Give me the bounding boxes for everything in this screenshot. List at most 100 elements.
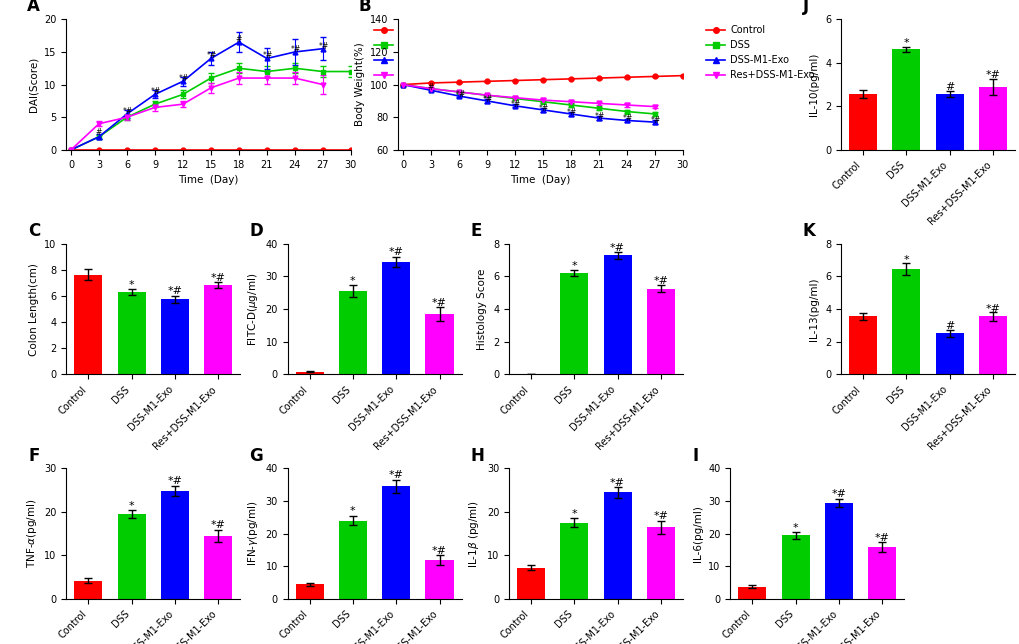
Text: *: *: [903, 254, 908, 265]
Text: *#: *#: [319, 42, 329, 51]
Y-axis label: IL-6(pg/ml): IL-6(pg/ml): [692, 505, 702, 562]
Bar: [382, 262, 410, 374]
Text: *#: *#: [179, 74, 190, 83]
Bar: [425, 560, 453, 599]
Text: *#: *#: [167, 477, 182, 486]
Text: *#: *#: [609, 478, 625, 488]
Text: *#: *#: [567, 108, 577, 117]
Bar: [824, 503, 852, 599]
Text: *#: *#: [653, 511, 667, 521]
Bar: [161, 491, 189, 599]
Text: *#: *#: [984, 70, 1000, 80]
Bar: [646, 289, 675, 374]
Text: *#: *#: [650, 116, 660, 125]
Text: *#: *#: [874, 533, 889, 542]
Bar: [204, 285, 232, 374]
Text: *#: *#: [653, 276, 667, 286]
Text: #: #: [944, 82, 954, 91]
Text: #: #: [235, 35, 242, 44]
Y-axis label: Colon Length(cm): Colon Length(cm): [29, 263, 39, 355]
Text: *#: *#: [432, 545, 446, 556]
Text: *#: *#: [830, 489, 846, 500]
Bar: [382, 486, 410, 599]
Text: *#: *#: [454, 90, 465, 99]
Bar: [296, 584, 323, 599]
Y-axis label: IL-13(pg/ml): IL-13(pg/ml): [809, 278, 818, 341]
Bar: [781, 535, 809, 599]
Bar: [559, 523, 588, 599]
Text: *#: *#: [388, 247, 404, 257]
Y-axis label: IL-10(pg/ml): IL-10(pg/ml): [809, 53, 818, 117]
Y-axis label: Histology Score: Histology Score: [477, 269, 487, 350]
Text: *#: *#: [263, 52, 273, 61]
Text: #: #: [427, 83, 433, 92]
Text: *: *: [350, 276, 356, 286]
Text: *#: *#: [511, 100, 521, 109]
Bar: [934, 334, 963, 374]
Bar: [517, 567, 544, 599]
X-axis label: Time  (Day): Time (Day): [178, 175, 238, 185]
Text: *: *: [571, 261, 577, 270]
Text: *#: *#: [609, 243, 625, 252]
Text: *#: *#: [623, 114, 633, 123]
Bar: [74, 274, 102, 374]
Text: *#: *#: [290, 45, 302, 54]
Text: F: F: [28, 446, 40, 464]
Legend: Control, DSS, DSS-M1-Exo, Res+DSS-M1-Exo: Control, DSS, DSS-M1-Exo, Res+DSS-M1-Exo: [370, 21, 486, 84]
Legend: Control, DSS, DSS-M1-Exo, Res+DSS-M1-Exo: Control, DSS, DSS-M1-Exo, Res+DSS-M1-Exo: [701, 21, 818, 84]
Y-axis label: IL-1$\beta$ (pg/ml): IL-1$\beta$ (pg/ml): [467, 500, 481, 567]
Text: *#: *#: [211, 520, 225, 531]
Text: *#: *#: [432, 298, 446, 308]
Text: *#: *#: [207, 52, 217, 61]
X-axis label: Time  (Day): Time (Day): [510, 175, 571, 185]
Bar: [74, 581, 102, 599]
Bar: [117, 292, 146, 374]
Bar: [978, 87, 1006, 150]
Bar: [934, 94, 963, 150]
Text: C: C: [28, 222, 40, 240]
Bar: [738, 587, 765, 599]
Text: K: K: [802, 222, 815, 240]
Y-axis label: DAI(Score): DAI(Score): [29, 57, 39, 112]
Text: *#: *#: [123, 107, 133, 116]
Bar: [603, 255, 631, 374]
Bar: [978, 316, 1006, 374]
Bar: [892, 50, 919, 150]
Y-axis label: IFN-$\gamma$(pg/ml): IFN-$\gamma$(pg/ml): [246, 501, 260, 566]
Text: J: J: [802, 0, 808, 15]
Bar: [296, 372, 323, 374]
Bar: [338, 520, 367, 599]
Bar: [338, 291, 367, 374]
Text: D: D: [249, 222, 263, 240]
Text: *#: *#: [595, 112, 605, 121]
Text: *: *: [128, 279, 135, 290]
Text: B: B: [358, 0, 371, 15]
Bar: [559, 273, 588, 374]
Text: *#: *#: [483, 95, 493, 104]
Text: E: E: [470, 222, 482, 240]
Text: *: *: [903, 37, 908, 48]
Bar: [646, 527, 675, 599]
Text: *#: *#: [388, 471, 404, 480]
Text: *#: *#: [211, 272, 225, 283]
Bar: [204, 536, 232, 599]
Text: G: G: [249, 446, 263, 464]
Text: *#: *#: [539, 104, 549, 113]
Bar: [867, 547, 896, 599]
Text: H: H: [470, 446, 484, 464]
Bar: [892, 269, 919, 374]
Bar: [848, 316, 876, 374]
Bar: [603, 492, 631, 599]
Text: #: #: [944, 321, 954, 331]
Text: *: *: [128, 501, 135, 511]
Text: *#: *#: [151, 88, 161, 97]
Bar: [425, 314, 453, 374]
Text: *: *: [350, 506, 356, 516]
Y-axis label: Body Weight(%): Body Weight(%): [355, 43, 364, 126]
Text: #: #: [95, 128, 102, 137]
Text: *: *: [792, 523, 798, 533]
Text: A: A: [26, 0, 40, 15]
Bar: [117, 514, 146, 599]
Bar: [848, 95, 876, 150]
Text: I: I: [691, 446, 697, 464]
